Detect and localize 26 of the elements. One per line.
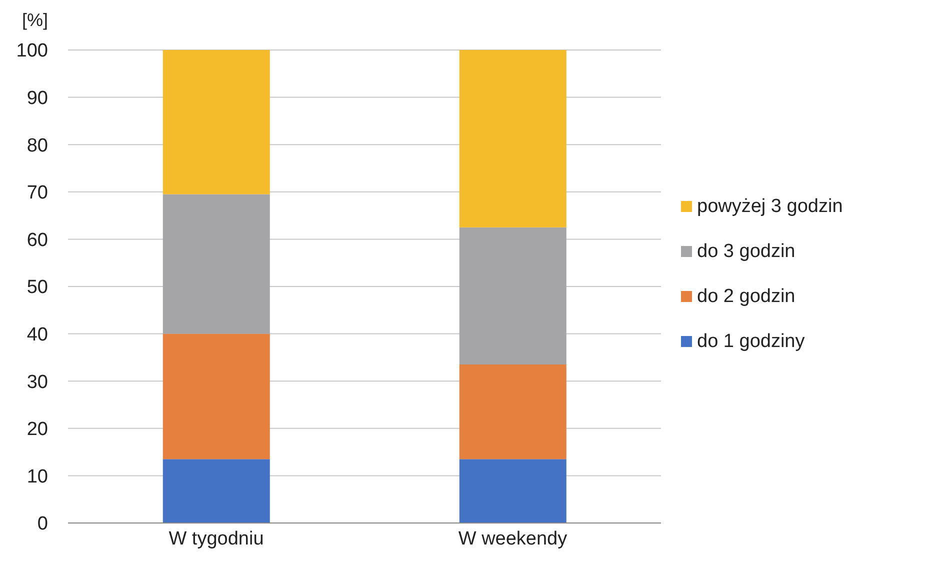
y-tick-label: 90 — [26, 88, 48, 110]
y-tick-label: 40 — [26, 324, 48, 346]
y-tick-label: 20 — [26, 419, 48, 440]
bar — [162, 334, 270, 460]
y-tick-label: 100 — [16, 40, 48, 62]
legend-label: do 1 godziny — [697, 330, 805, 352]
legend-label: do 3 godzin — [697, 240, 796, 262]
y-tick-label: 0 — [37, 514, 48, 535]
legend-label: do 2 godzin — [697, 286, 796, 308]
bar — [459, 227, 566, 365]
y-tick-label: 30 — [26, 372, 48, 393]
bar — [459, 364, 566, 460]
y-axis-title: [%] — [22, 10, 48, 31]
y-tick-label: 60 — [26, 230, 48, 251]
legend-label: powyżej 3 godzin — [697, 196, 843, 218]
y-tick-label: 50 — [26, 277, 48, 298]
y-tick-label: 10 — [26, 466, 48, 488]
x-tick-label: W tygodniu — [168, 528, 264, 550]
bar — [162, 459, 270, 523]
bar — [162, 50, 270, 194]
x-tick-label: W weekendy — [458, 528, 568, 550]
bar — [162, 194, 270, 334]
bar — [459, 459, 566, 523]
y-tick-label: 70 — [26, 182, 48, 204]
bar — [459, 50, 566, 228]
y-tick-label: 80 — [26, 135, 48, 156]
